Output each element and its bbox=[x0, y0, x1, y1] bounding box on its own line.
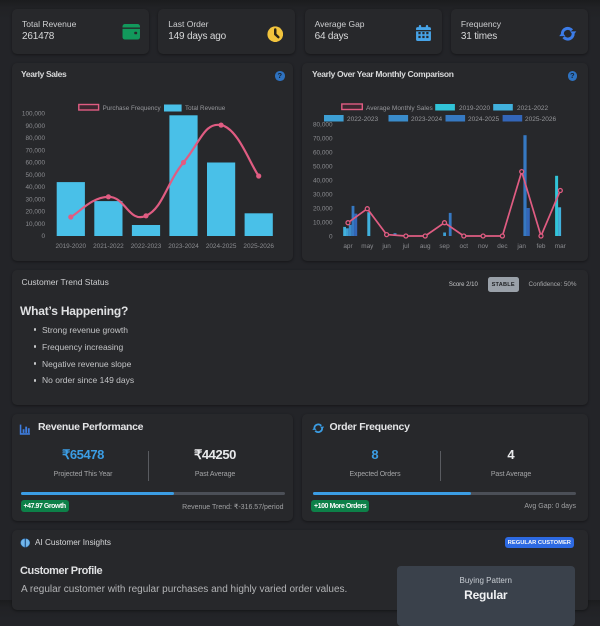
svg-text:2021-2022: 2021-2022 bbox=[93, 243, 124, 250]
svg-text:Purchase Frequency: Purchase Frequency bbox=[103, 105, 162, 112]
svg-text:2023-2024: 2023-2024 bbox=[168, 243, 199, 250]
svg-text:50,000: 50,000 bbox=[25, 172, 45, 179]
svg-text:10,000: 10,000 bbox=[25, 221, 45, 228]
svg-text:jan: jan bbox=[516, 243, 526, 250]
svg-text:40,000: 40,000 bbox=[313, 178, 333, 185]
svg-text:Total Revenue: Total Revenue bbox=[185, 105, 226, 112]
svg-text:10,000: 10,000 bbox=[313, 220, 333, 227]
svg-text:30,000: 30,000 bbox=[313, 192, 333, 199]
svg-text:2019-2020: 2019-2020 bbox=[459, 105, 490, 112]
svg-text:2024-2025: 2024-2025 bbox=[206, 243, 237, 250]
svg-text:jun: jun bbox=[381, 243, 391, 250]
svg-text:50,000: 50,000 bbox=[313, 164, 333, 171]
svg-text:2019-2020: 2019-2020 bbox=[56, 243, 87, 250]
svg-text:40,000: 40,000 bbox=[25, 184, 45, 191]
svg-text:60,000: 60,000 bbox=[25, 160, 45, 167]
svg-text:oct: oct bbox=[460, 243, 469, 250]
svg-text:80,000: 80,000 bbox=[313, 122, 333, 129]
svg-text:0: 0 bbox=[329, 234, 333, 241]
svg-text:dec: dec bbox=[497, 243, 508, 250]
svg-text:2021-2022: 2021-2022 bbox=[517, 105, 548, 112]
svg-text:mar: mar bbox=[555, 243, 567, 250]
svg-text:2024-2025: 2024-2025 bbox=[468, 116, 499, 123]
svg-text:20,000: 20,000 bbox=[313, 206, 333, 213]
svg-text:feb: feb bbox=[537, 243, 546, 250]
svg-text:apr: apr bbox=[343, 243, 353, 250]
svg-text:aug: aug bbox=[420, 243, 431, 250]
svg-text:20,000: 20,000 bbox=[25, 209, 45, 216]
svg-text:90,000: 90,000 bbox=[25, 123, 45, 130]
svg-text:60,000: 60,000 bbox=[313, 150, 333, 157]
svg-text:2025-2026: 2025-2026 bbox=[525, 116, 556, 123]
svg-text:2022-2023: 2022-2023 bbox=[131, 243, 162, 250]
svg-text:2025-2026: 2025-2026 bbox=[243, 243, 274, 250]
svg-text:nov: nov bbox=[478, 243, 489, 250]
svg-text:80,000: 80,000 bbox=[25, 135, 45, 142]
svg-text:0: 0 bbox=[41, 233, 45, 240]
svg-text:jul: jul bbox=[402, 243, 409, 250]
svg-text:may: may bbox=[361, 243, 374, 250]
svg-text:2023-2024: 2023-2024 bbox=[411, 116, 442, 123]
svg-text:sep: sep bbox=[439, 243, 450, 250]
svg-text:2022-2023: 2022-2023 bbox=[347, 116, 378, 123]
svg-text:30,000: 30,000 bbox=[25, 196, 45, 203]
svg-text:Average Monthly Sales: Average Monthly Sales bbox=[366, 105, 433, 112]
svg-text:70,000: 70,000 bbox=[313, 136, 333, 143]
svg-text:70,000: 70,000 bbox=[25, 147, 45, 154]
svg-text:100,000: 100,000 bbox=[22, 111, 46, 118]
